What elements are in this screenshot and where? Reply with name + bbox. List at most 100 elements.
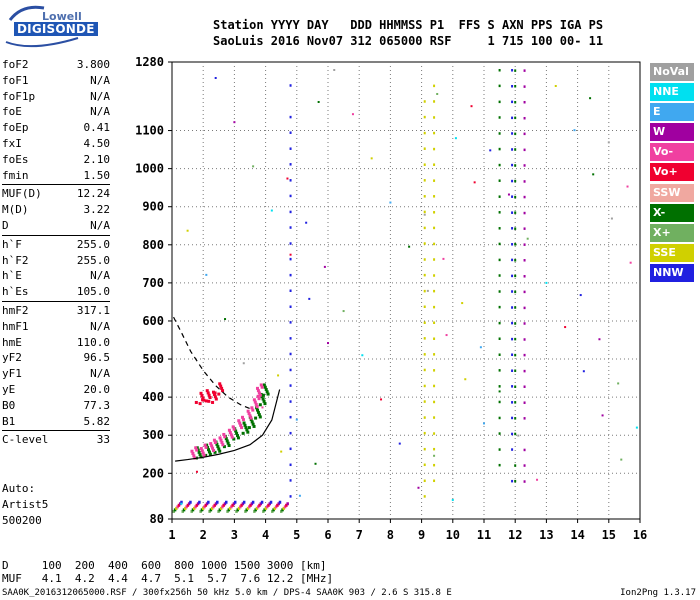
trace-point [207, 393, 211, 397]
noise-point [370, 157, 373, 160]
trace-point [201, 398, 205, 402]
es-echo-point [259, 502, 263, 506]
echo-column-point [289, 368, 292, 372]
es-echo-point [258, 503, 261, 507]
echo-column-point [498, 385, 501, 388]
echo-column-point [514, 369, 517, 372]
trace-point [199, 447, 203, 451]
echo-column-point [433, 258, 436, 261]
echo-column-point [423, 337, 426, 340]
y-tick-label: 200 [142, 466, 164, 480]
y-tick-label: 1100 [135, 124, 164, 138]
noise-point [261, 406, 264, 409]
echo-column-point [423, 163, 426, 166]
es-echo-point [236, 508, 240, 512]
trace-point [227, 443, 231, 447]
param-row: M(D) 3.22 [2, 202, 110, 218]
trace-point [211, 448, 215, 452]
legend-item-x-: X+ [650, 223, 694, 242]
es-echo-point [264, 506, 268, 510]
param-name: M(D) [2, 203, 29, 217]
param-row: fmin 1.50 [2, 168, 110, 184]
trace-point [211, 400, 215, 404]
echo-column-point [289, 321, 292, 324]
trace-point [198, 402, 202, 406]
echo-column-point [523, 243, 526, 246]
file-info-footer: SAA0K_2016312065000.RSF / 300fx256h 50 k… [2, 588, 452, 598]
es-echo-point [208, 509, 211, 513]
header-row-labels: Station YYYY DAY DDD HHMMSS P1 FFS S AXN… [213, 18, 604, 32]
es-echo-point [178, 502, 182, 506]
echo-column-point [511, 211, 514, 214]
es-echo-point [182, 508, 186, 512]
param-value: 3.800 [76, 58, 110, 71]
echo-column-point [433, 179, 436, 182]
es-echo-point [251, 500, 255, 504]
param-value: N/A [90, 269, 110, 283]
param-value: 4.50 [83, 137, 111, 150]
trace-point [222, 432, 226, 436]
echo-column-point [514, 479, 517, 483]
param-value: 1.50 [83, 168, 111, 182]
es-echo-point [231, 503, 234, 507]
echo-column-point [423, 463, 426, 467]
echo-column-point [433, 116, 436, 119]
echo-column-point [498, 448, 501, 451]
es-echo-point [249, 503, 252, 507]
es-echo-point [244, 509, 247, 513]
trace-point [262, 399, 266, 403]
trace-point [260, 395, 264, 399]
es-echo-point [184, 506, 187, 510]
trace-point [248, 414, 252, 418]
trace-point [204, 399, 208, 403]
trace-point [235, 431, 239, 435]
param-row: h`F2 255.0 [2, 253, 110, 269]
noise-point [592, 173, 595, 176]
param-value: 255.0 [76, 237, 110, 251]
echo-column-point [289, 463, 292, 467]
trace-point [246, 409, 250, 413]
y-tick-label: 700 [142, 276, 164, 290]
echo-column-point [498, 227, 501, 230]
echo-column-point [498, 290, 501, 293]
trace-point [207, 450, 211, 454]
trace-point [204, 453, 208, 457]
es-echo-point [219, 506, 223, 510]
trace-point [219, 438, 223, 442]
noise-point [464, 378, 467, 381]
param-row: foF1 N/A [2, 73, 110, 89]
noise-point [289, 253, 292, 256]
param-name: yF1 [2, 367, 22, 381]
noise-point [305, 221, 308, 224]
noise-point [461, 302, 464, 305]
noise-point [617, 382, 620, 385]
echo-column-point [523, 227, 526, 230]
trace-point [197, 450, 201, 454]
trace-point [205, 443, 209, 447]
param-row: foF1p N/A [2, 89, 110, 105]
param-name: foEs [2, 152, 29, 166]
echo-column-point [523, 290, 526, 294]
es-echo-point [222, 503, 225, 507]
noise-point [342, 310, 345, 313]
legend-item-vo-: Vo+ [650, 163, 694, 182]
es-echo-point [282, 506, 286, 510]
trace-point [241, 418, 245, 422]
echo-column-point [523, 116, 526, 120]
echo-column-point [511, 84, 514, 88]
noise-point [408, 245, 411, 248]
trace-point [205, 389, 209, 393]
echo-column-point [423, 100, 426, 103]
echo-column-point [498, 274, 501, 277]
echo-column-point [289, 431, 292, 435]
trace-point [218, 449, 222, 453]
trace-point [252, 398, 256, 402]
trace-point [244, 426, 248, 430]
trace-point [241, 431, 245, 435]
trace-point [229, 433, 233, 437]
es-echo-point [256, 505, 260, 509]
echo-column-point [514, 259, 517, 262]
legend-item-e: E [650, 103, 694, 122]
echo-column-point [514, 69, 517, 72]
